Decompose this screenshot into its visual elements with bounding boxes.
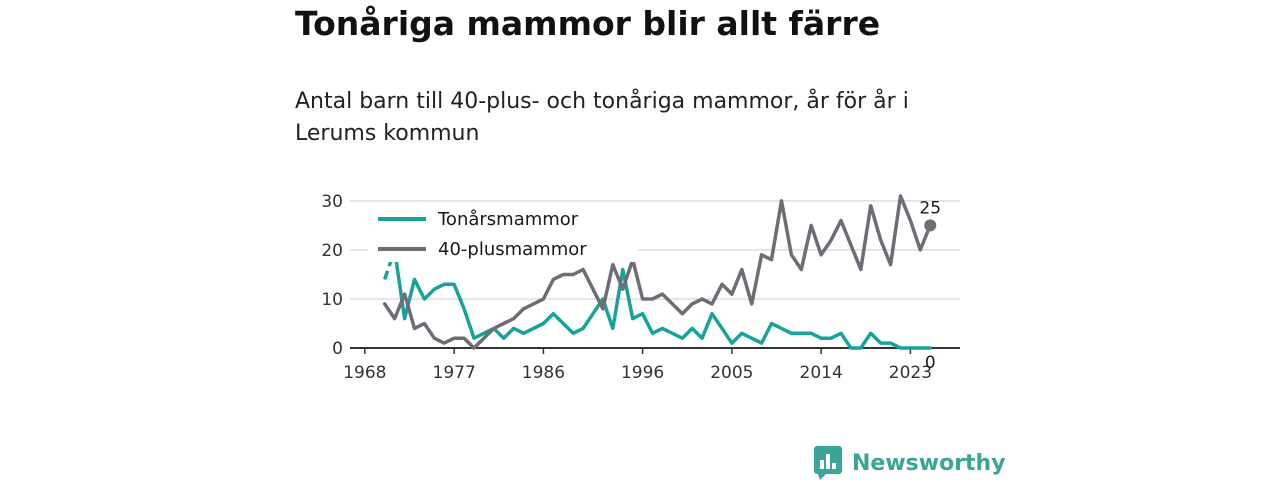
x-tick-label: 1986	[522, 363, 565, 383]
series-line-dashed-ton-rsmammor	[383, 249, 397, 280]
x-tick-label: 1977	[433, 363, 476, 383]
x-tick-label: 2023	[889, 363, 932, 383]
end-label-ton-rsmammor: 0	[925, 353, 936, 373]
end-point-40-plusmammor	[924, 219, 937, 232]
end-labels: 0 25	[919, 198, 941, 373]
y-tick-label: 20	[321, 241, 343, 261]
brand-logo: Newsworthy	[814, 446, 1006, 480]
chart-subtitle: Antal barn till 40-plus- och tonåriga ma…	[295, 89, 909, 146]
x-tick-label: 1968	[343, 363, 386, 383]
y-tick-label: 30	[321, 192, 343, 212]
series-line-40-plusmammor	[382, 194, 932, 350]
end-label-40-plusmammor: 25	[919, 198, 941, 218]
legend: Tonårsmammor 40-plusmammor	[368, 206, 638, 262]
chart-title: Tonåriga mammor blir allt färre	[295, 4, 881, 43]
x-tick-label: 2014	[800, 363, 843, 383]
legend-label-40-plusmammor: 40-plusmammor	[438, 239, 587, 260]
legend-label-ton-rsmammor: Tonårsmammor	[437, 209, 579, 230]
newsworthy-logo-icon	[814, 446, 842, 480]
x-tick-label: 1996	[621, 363, 664, 383]
brand-name: Newsworthy	[852, 450, 1006, 476]
y-tick-label: 10	[321, 290, 343, 310]
series-lines	[382, 194, 932, 350]
x-tick-label: 2005	[710, 363, 753, 383]
y-tick-label: 0	[332, 339, 343, 359]
series-line-ton-rsmammor	[392, 248, 932, 350]
